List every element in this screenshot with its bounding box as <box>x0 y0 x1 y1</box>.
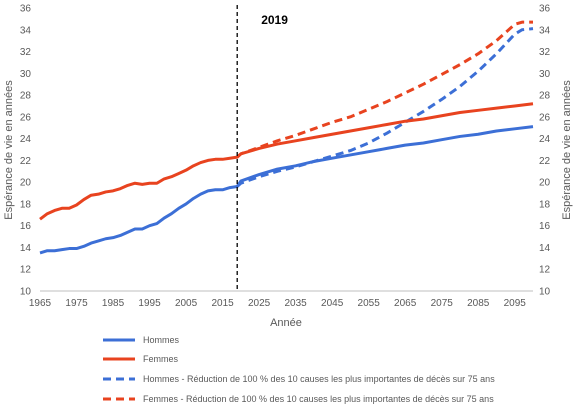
x-tick-label: 2085 <box>467 298 490 309</box>
y-tick-label-right: 22 <box>539 156 551 167</box>
y-tick-label-right: 26 <box>539 112 551 123</box>
x-tick-label: 2055 <box>358 298 381 309</box>
y-tick-label-right: 18 <box>539 199 551 210</box>
x-tick-label: 1995 <box>138 298 161 309</box>
legend-label-femmes: Femmes <box>143 354 179 364</box>
x-tick-label: 2025 <box>248 298 271 309</box>
y-tick-label-left: 10 <box>20 287 32 298</box>
y-tick-label-left: 16 <box>20 221 32 232</box>
legend-item-hommes-reduction: Hommes - Réduction de 100 % des 10 cause… <box>103 374 495 384</box>
y-axis-right: 10 12 14 16 18 20 22 24 26 28 30 32 34 36 <box>539 4 551 298</box>
y-tick-label-right: 20 <box>539 178 551 189</box>
x-tick-label: 2075 <box>431 298 454 309</box>
y-tick-label-left: 36 <box>20 4 32 15</box>
y-tick-label-right: 10 <box>539 287 551 298</box>
y-tick-label-right: 32 <box>539 47 551 58</box>
y-axis-title-right: Espérance de vie en années <box>561 80 573 220</box>
x-tick-label: 2035 <box>285 298 308 309</box>
x-tick-label: 2015 <box>211 298 234 309</box>
series-line-hommes <box>39 125 534 255</box>
y-axis-left: 10 12 14 16 18 20 22 24 26 28 30 32 34 36 <box>20 4 32 298</box>
y-tick-label-left: 34 <box>20 25 32 36</box>
x-tick-label: 1965 <box>29 298 52 309</box>
x-tick-label: 2065 <box>394 298 417 309</box>
series-line-femmes <box>39 102 534 221</box>
marker-label-2019: 2019 <box>261 13 288 27</box>
x-tick-label: 2045 <box>321 298 344 309</box>
y-tick-label-left: 24 <box>20 134 32 145</box>
x-tick-label: 2095 <box>504 298 527 309</box>
legend-label-hommes-reduction: Hommes - Réduction de 100 % des 10 cause… <box>143 374 495 384</box>
series-line-hommes-reduction <box>236 27 534 188</box>
y-tick-label-left: 22 <box>20 156 32 167</box>
y-axis-title-left: Espérance de vie en années <box>3 80 15 220</box>
legend-item-hommes: Hommes <box>103 335 180 345</box>
y-tick-label-right: 28 <box>539 91 551 102</box>
y-tick-label-left: 18 <box>20 199 32 210</box>
x-tick-label: 1975 <box>65 298 88 309</box>
y-tick-label-right: 12 <box>539 265 551 276</box>
y-tick-label-right: 30 <box>539 69 551 80</box>
y-tick-label-right: 34 <box>539 25 551 36</box>
series-layer <box>39 20 534 255</box>
legend-item-femmes: Femmes <box>103 354 179 364</box>
legend-label-hommes: Hommes <box>143 335 180 345</box>
y-tick-label-left: 14 <box>20 243 32 254</box>
legend-item-femmes-reduction: Femmes - Réduction de 100 % des 10 cause… <box>103 394 494 404</box>
y-tick-label-left: 12 <box>20 265 32 276</box>
y-tick-label-right: 14 <box>539 243 551 254</box>
x-tick-label: 1985 <box>102 298 125 309</box>
x-axis-title: Année <box>270 317 302 329</box>
y-tick-label-right: 24 <box>539 134 551 145</box>
series-line-femmes-reduction <box>236 20 533 159</box>
y-tick-label-right: 36 <box>539 4 551 15</box>
x-axis: 1965 1975 1985 1995 2005 2015 2025 2035 2045 2055… <box>29 290 533 309</box>
legend-label-femmes-reduction: Femmes - Réduction de 100 % des 10 cause… <box>143 394 494 404</box>
y-tick-label-left: 28 <box>20 91 32 102</box>
y-tick-label-left: 32 <box>20 47 32 58</box>
y-tick-label-left: 20 <box>20 178 32 189</box>
x-tick-label: 2005 <box>175 298 198 309</box>
y-tick-label-left: 26 <box>20 112 32 123</box>
y-tick-label-right: 16 <box>539 221 551 232</box>
y-tick-label-left: 30 <box>20 69 32 80</box>
legend: Hommes Femmes Hommes - Réduction de 100 … <box>103 335 495 404</box>
